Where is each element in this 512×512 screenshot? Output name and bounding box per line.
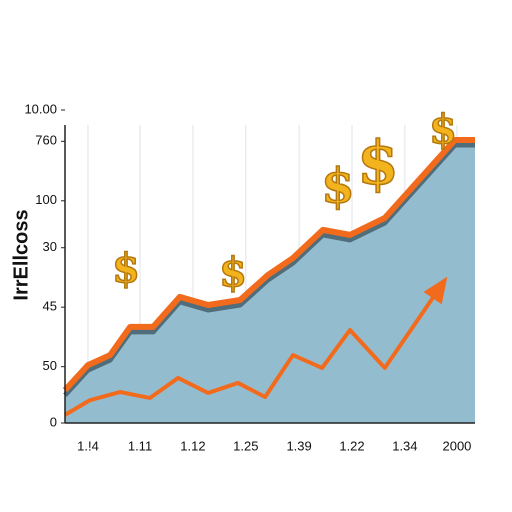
dollar-sign: $	[357, 129, 399, 199]
arrow-head	[423, 276, 448, 305]
x-tick-label: 1.12	[180, 438, 205, 453]
y-tick-label: 760	[35, 133, 57, 148]
line	[62, 137, 475, 393]
dollar-sign: $	[429, 106, 457, 153]
y-tick-label: 0	[50, 414, 57, 429]
dollar-sign: $	[219, 249, 247, 296]
y-tick-label: 30	[43, 239, 57, 254]
x-tick-label: 1.39	[286, 438, 311, 453]
line	[63, 278, 447, 417]
x-tick-label: 1.11	[128, 438, 152, 453]
y-tick-label: 10.00	[24, 101, 57, 116]
y-tick-label: 100	[35, 192, 57, 207]
y-tick-label: 50	[43, 358, 57, 373]
x-tick-label: 1.22	[339, 438, 364, 453]
dollar-sign: $	[112, 245, 140, 292]
dollar-sign: $	[321, 159, 354, 215]
y-tick-label: 45	[43, 299, 57, 314]
y-axis-label: IrrEllcoss	[10, 209, 32, 300]
x-tick-label: 2000	[442, 438, 471, 453]
x-tick-label: 1.34	[392, 438, 417, 453]
x-tick-label: 1.!4	[77, 438, 99, 453]
x-tick-label: 1.25	[233, 438, 258, 453]
